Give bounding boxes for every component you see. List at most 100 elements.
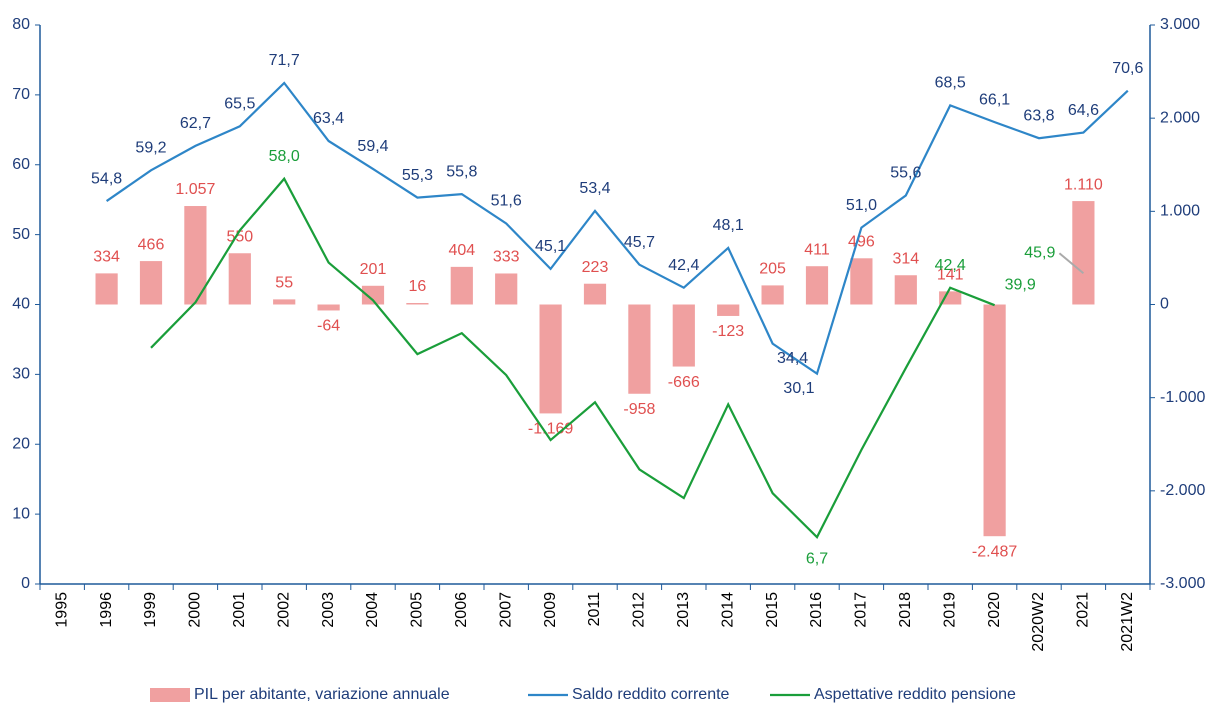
x-tick-label: 2007 (497, 592, 514, 628)
bar-label: 404 (448, 242, 475, 259)
point-label: 65,5 (224, 96, 255, 113)
x-tick-label: 2015 (764, 592, 781, 628)
x-tick-label: 2009 (542, 592, 559, 628)
bar-label: 314 (892, 250, 919, 267)
point-label: 68,5 (935, 75, 966, 92)
point-label: 66,1 (979, 91, 1010, 108)
bar-label: -2.487 (972, 543, 1017, 560)
point-label: 51,6 (491, 193, 522, 210)
point-label: 45,7 (624, 234, 655, 251)
bar-label: -64 (317, 318, 340, 335)
point-label: 48,1 (713, 217, 744, 234)
x-tick-label: 2011 (586, 592, 603, 627)
bar (361, 285, 385, 305)
point-label: 64,6 (1068, 102, 1099, 119)
x-tick-label: 2014 (719, 592, 736, 628)
x-tick-label: 2021 (1075, 592, 1092, 628)
point-label: 55,8 (446, 163, 477, 180)
point-label: 53,4 (579, 180, 610, 197)
point-label: 55,3 (402, 167, 433, 184)
y-tick-label: 50 (12, 226, 30, 243)
point-label: 63,8 (1023, 107, 1054, 124)
y2-tick-label: 2.000 (1160, 109, 1200, 126)
bar (761, 285, 784, 305)
x-tick-label: 1999 (142, 592, 159, 628)
point-label: 30,1 (783, 380, 814, 397)
point-label: 71,7 (269, 52, 300, 69)
bar (850, 258, 873, 305)
x-tick-label: 2002 (275, 592, 292, 628)
bar (672, 304, 695, 367)
bar-label: -1.169 (528, 421, 573, 438)
y2-tick-label: 0 (1160, 296, 1169, 313)
bar-label: 411 (804, 241, 830, 258)
y-tick-label: 40 (12, 296, 30, 313)
line-series (105, 81, 1129, 376)
bar (95, 273, 118, 305)
legend-label: Aspettative reddito pensione (814, 686, 1016, 703)
bar (805, 266, 829, 305)
point-label: 58,0 (269, 148, 300, 165)
bar-label: 466 (138, 236, 165, 253)
y-tick-label: 80 (12, 16, 30, 33)
bar (228, 253, 251, 305)
point-label: 51,0 (846, 197, 877, 214)
bar-label: 496 (848, 234, 875, 251)
point-label: 54,8 (91, 170, 122, 187)
bar (539, 304, 562, 414)
legend-label: Saldo reddito corrente (572, 686, 730, 703)
x-tick-label: 2018 (897, 592, 914, 628)
bar (184, 206, 207, 305)
point-label: 70,6 (1112, 60, 1143, 77)
x-tick-label: 2020 (986, 592, 1003, 628)
x-tick-label: 2019 (941, 592, 958, 628)
point-label: 42,4 (668, 257, 699, 274)
bar-label: 55 (275, 275, 293, 292)
point-label: 55,6 (890, 165, 921, 182)
x-tick-label: 2021W2 (1119, 592, 1136, 652)
bar-label: 205 (759, 261, 786, 278)
y-tick-label: 60 (12, 156, 30, 173)
y2-tick-label: 3.000 (1160, 16, 1200, 33)
y-tick-label: 30 (12, 366, 30, 383)
bar (939, 291, 962, 305)
leader-line (1058, 252, 1085, 275)
bar (406, 303, 429, 305)
bar-label: -123 (712, 323, 744, 340)
point-label: 45,1 (535, 238, 566, 255)
x-tick-label: 2004 (364, 592, 381, 628)
point-label: 42,4 (935, 257, 966, 274)
bar-label: 16 (409, 278, 427, 295)
x-tick-label: 2012 (631, 592, 648, 628)
y-tick-label: 10 (12, 505, 30, 522)
bar (139, 261, 163, 305)
bar (983, 304, 1006, 537)
x-tick-label: 2006 (453, 592, 470, 628)
bar-label: 223 (582, 259, 609, 276)
x-tick-label: 2017 (853, 592, 870, 628)
point-label: 39,9 (1005, 276, 1036, 293)
y2-tick-label: -1.000 (1160, 389, 1205, 406)
bar-label: 1.110 (1064, 176, 1103, 193)
y2-tick-label: -3.000 (1160, 575, 1205, 592)
bar-label: 334 (93, 249, 120, 266)
x-tick-label: 2000 (187, 592, 204, 628)
y2-tick-label: 1.000 (1160, 203, 1200, 220)
bar (717, 304, 740, 316)
point-label: 6,7 (806, 550, 828, 567)
y-tick-label: 70 (12, 86, 30, 103)
bar (273, 299, 296, 305)
y-tick-label: 20 (12, 435, 30, 452)
x-tick-label: 1995 (53, 592, 70, 628)
point-label: 62,7 (180, 115, 211, 132)
bar (583, 283, 607, 305)
legend-swatch (150, 688, 190, 702)
point-label: 63,4 (313, 110, 344, 127)
point-label: 59,2 (135, 140, 166, 157)
x-tick-label: 2016 (808, 592, 825, 628)
bar-label: 333 (493, 249, 520, 266)
bar-label: 141 (937, 267, 964, 284)
x-tick-label: 2001 (231, 592, 248, 628)
bar (1072, 201, 1095, 305)
